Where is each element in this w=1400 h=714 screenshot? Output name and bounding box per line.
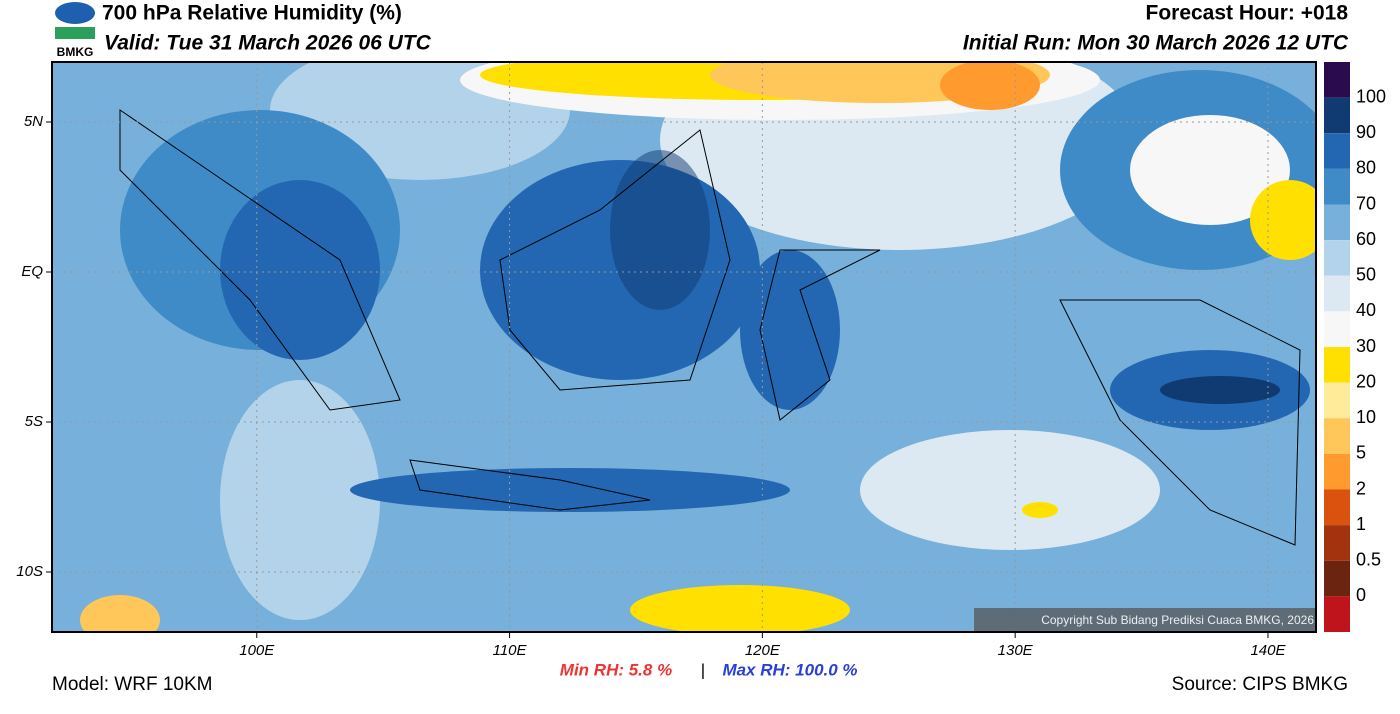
- colorbar-segment: [1324, 240, 1350, 276]
- colorbar-segment: [1324, 204, 1350, 241]
- colorbar-label: 50: [1356, 265, 1376, 285]
- colorbar-label: 70: [1356, 193, 1376, 213]
- colorbar-segment: [1324, 62, 1350, 98]
- colorbar: 100 90 80 70 60 50 40 30 20 10 5 2 1 0.5 0: [1324, 62, 1386, 632]
- colorbar-segment: [1324, 560, 1350, 597]
- colorbar-label: 5: [1356, 443, 1366, 463]
- colorbar-segment: [1324, 453, 1350, 490]
- colorbar-segment: [1324, 347, 1350, 383]
- humidity-field: Copyright Sub Bidang Prediksi Cuaca BMKG…: [52, 62, 1316, 632]
- colorbar-label: 30: [1356, 336, 1376, 356]
- colorbar-label: 0.5: [1356, 550, 1381, 570]
- colorbar-segment: [1324, 275, 1350, 312]
- colorbar-label: 20: [1356, 371, 1376, 391]
- colorbar-label: 90: [1356, 122, 1376, 142]
- colorbar-label: 1: [1356, 514, 1366, 534]
- colorbar-segment: [1324, 382, 1350, 419]
- map-frame: [51, 61, 1317, 633]
- lon-tick-label: 140E: [1250, 642, 1286, 659]
- min-rh: Min RH: 5.8 %: [560, 660, 672, 679]
- model: Model: WRF 10KM: [52, 674, 212, 695]
- copyright: Copyright Sub Bidang Prediksi Cuaca BMKG…: [1041, 613, 1314, 627]
- colorbar-segment: [1324, 311, 1350, 347]
- forecast-hour: Forecast Hour: +018: [1146, 2, 1349, 25]
- colorbar-label: 2: [1356, 478, 1366, 498]
- colorbar-segment: [1324, 418, 1350, 454]
- colorbar-segment: [1324, 133, 1350, 169]
- valid-time: Valid: Tue 31 March 2026 06 UTC: [104, 32, 432, 55]
- lon-tick-label: 110E: [493, 642, 528, 659]
- logo: BMKG: [55, 2, 95, 59]
- initial-run: Initial Run: Mon 30 March 2026 12 UTC: [963, 32, 1349, 55]
- source: Source: CIPS BMKG: [1172, 674, 1348, 695]
- lat-tick-label: 5S: [25, 413, 43, 430]
- lon-tick-label: 100E: [239, 642, 275, 659]
- separator: |: [701, 660, 705, 679]
- graticule: [52, 62, 1316, 632]
- colorbar-label: 10: [1356, 407, 1376, 427]
- lon-tick-label: 130E: [998, 642, 1034, 659]
- colorbar-segment: [1324, 489, 1350, 526]
- colorbar-label: 100: [1356, 86, 1386, 106]
- colorbar-segment: [1324, 596, 1350, 632]
- max-rh: Max RH: 100.0 %: [722, 660, 857, 679]
- colorbar-segment: [1324, 97, 1350, 134]
- colorbar-segment: [1324, 525, 1350, 561]
- colorbar-label: 80: [1356, 158, 1376, 178]
- lon-tick-label: 120E: [745, 642, 781, 659]
- lat-tick-label: 5N: [24, 113, 43, 130]
- colorbar-label: 0: [1356, 585, 1366, 605]
- lat-tick-label: EQ: [21, 263, 43, 280]
- title: 700 hPa Relative Humidity (%): [102, 2, 402, 25]
- colorbar-segment: [1324, 168, 1350, 205]
- colorbar-label: 40: [1356, 300, 1376, 320]
- lat-tick-label: 10S: [16, 563, 43, 580]
- colorbar-label: 60: [1356, 229, 1376, 249]
- logo-text: BMKG: [57, 45, 94, 59]
